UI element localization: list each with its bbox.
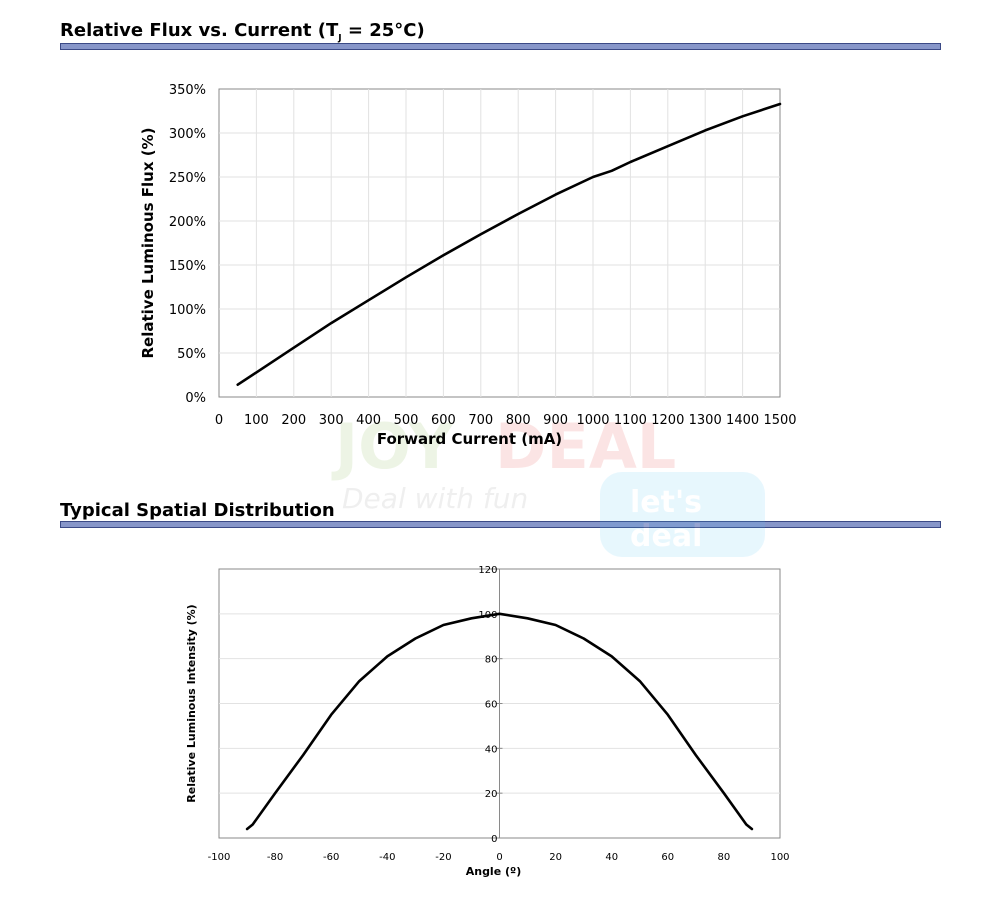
flux-x-tick-label: 1400	[726, 413, 759, 428]
spatial-x-tick-label: -60	[323, 852, 339, 863]
flux-x-tick-label: 0	[215, 413, 223, 428]
flux-y-tick-label: 100%	[169, 303, 206, 318]
flux-y-tick-label: 200%	[169, 215, 206, 230]
flux-x-tick-label: 1500	[763, 413, 796, 428]
flux-section-bar	[60, 43, 941, 50]
flux-y-tick-label: 50%	[177, 347, 206, 362]
spatial-y-tick-label: 120	[478, 565, 497, 576]
flux-series-line	[236, 102, 782, 386]
spatial-x-tick-label: 0	[496, 852, 502, 863]
spatial-x-axis-label: Angle (º)	[466, 865, 522, 878]
flux-x-tick-label: 1200	[651, 413, 684, 428]
spatial-x-tick-label: -80	[267, 852, 283, 863]
flux-x-tick-label: 700	[468, 413, 493, 428]
flux-x-tick-label: 1300	[689, 413, 722, 428]
watermark: JOY DEAL Deal with fun let's deal	[331, 410, 765, 557]
flux-y-tick-label: 300%	[169, 127, 206, 142]
flux-title-main: Relative Flux vs. Current (T	[60, 20, 339, 41]
spatial-x-tick-label: 60	[661, 852, 674, 863]
flux-x-tick-label: 100	[244, 413, 269, 428]
flux-chart: 0 100 200 300 400 500 600 700 800 900 1000 1100 1200…	[139, 83, 797, 448]
flux-x-tick-label: 800	[506, 413, 531, 428]
flux-x-tick-label: 400	[356, 413, 381, 428]
spatial-y-tick-label: 60	[485, 700, 498, 711]
watermark-brand-left: JOY	[331, 410, 455, 483]
flux-x-tick-label: 600	[431, 413, 456, 428]
watermark-brand-right: DEAL	[495, 410, 676, 483]
flux-y-tick-label: 150%	[169, 259, 206, 274]
spatial-section-title: Typical Spatial Distribution	[60, 500, 335, 521]
spatial-section-bar	[60, 521, 941, 528]
flux-x-tick-label: 200	[281, 413, 306, 428]
spatial-y-tick-label: 40	[485, 744, 498, 755]
spatial-x-tick-label: 20	[549, 852, 562, 863]
spatial-y-tick-label: 80	[485, 655, 498, 666]
flux-x-tick-label: 500	[394, 413, 419, 428]
flux-y-axis-label: Relative Luminous Flux (%)	[139, 128, 157, 359]
spatial-x-tick-label: 40	[605, 852, 618, 863]
spatial-x-tick-label: -40	[379, 852, 395, 863]
spatial-x-tick-label: -100	[208, 852, 231, 863]
watermark-badge-top: let's	[630, 485, 702, 520]
flux-x-tick-label: 1100	[614, 413, 647, 428]
flux-x-axis-label: Forward Current (mA)	[377, 430, 562, 448]
flux-y-tick-label: 350%	[169, 83, 206, 98]
flux-title-subscript: J	[338, 33, 342, 44]
spatial-x-tick-label: 80	[718, 852, 731, 863]
spatial-series-line	[245, 612, 754, 831]
flux-x-tick-label: 1000	[576, 413, 609, 428]
spatial-y-axis-label: Relative Luminous Intensity (%)	[185, 604, 198, 802]
spatial-chart: -100 -80 -60 -40 -20 0 20 40 60 80 100020406080100…	[185, 565, 790, 878]
flux-y-tick-label: 0%	[185, 391, 206, 406]
flux-title-tail: = 25°C)	[341, 20, 425, 41]
flux-x-tick-label: 300	[319, 413, 344, 428]
spatial-x-tick-label: 100	[770, 852, 789, 863]
watermark-badge	[600, 472, 765, 557]
flux-section-title: Relative Flux vs. Current (TJ = 25°C)	[60, 20, 425, 44]
flux-plot-area	[218, 88, 781, 398]
flux-x-tick-label: 900	[543, 413, 568, 428]
watermark-badge-bottom: deal	[630, 519, 702, 554]
flux-y-tick-label: 250%	[169, 171, 206, 186]
spatial-x-tick-label: -20	[435, 852, 451, 863]
spatial-y-tick-label: 0	[491, 834, 497, 845]
watermark-tagline: Deal with fun	[342, 482, 528, 515]
spatial-y-tick-label: 20	[485, 789, 498, 800]
